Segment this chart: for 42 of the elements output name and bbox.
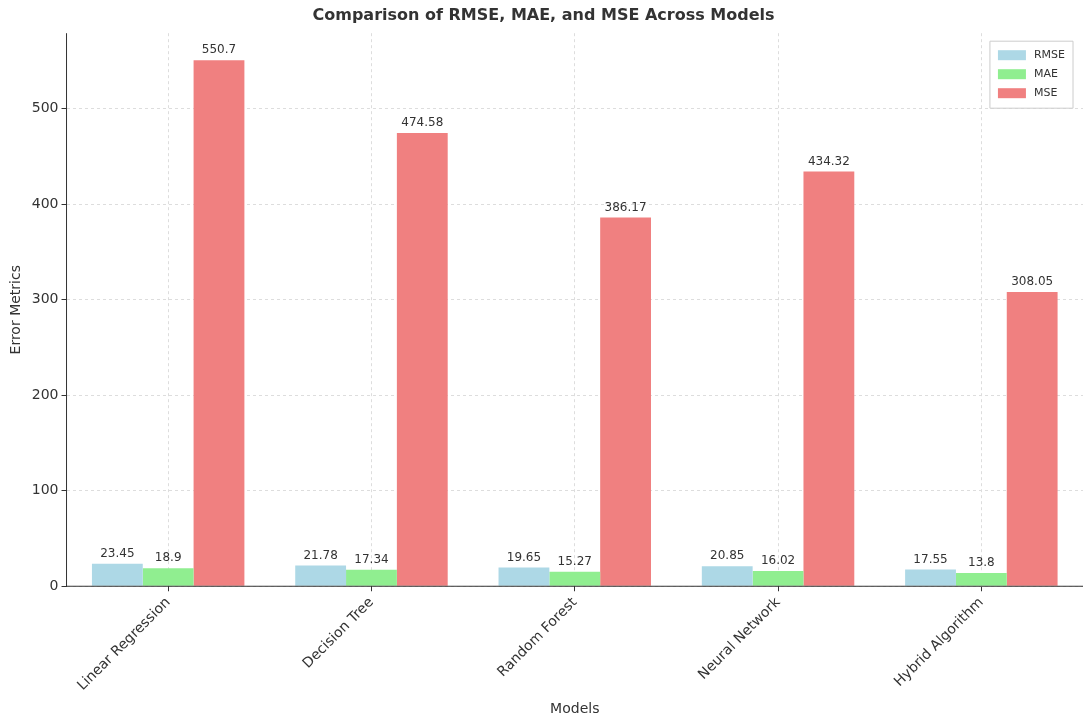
legend-label: MSE (1033, 86, 1058, 100)
data-label: 17.55 (913, 551, 948, 566)
legend-label: MAE (1033, 67, 1058, 81)
bar (803, 171, 855, 586)
data-label: 386.17 (604, 199, 647, 214)
bar (1006, 292, 1058, 586)
bar (142, 568, 194, 586)
bar (549, 571, 601, 586)
data-label: 15.27 (557, 553, 592, 568)
data-label: 23.45 (100, 545, 135, 560)
y-tick-label: 400 (31, 194, 59, 211)
bar (91, 563, 143, 586)
bar (498, 567, 550, 586)
data-label: 308.05 (1011, 274, 1054, 289)
data-label: 18.9 (154, 550, 182, 565)
y-tick-label: 200 (31, 385, 59, 402)
legend-label: RMSE (1033, 48, 1066, 62)
y-tick-label: 300 (31, 290, 59, 307)
y-tick-label: 0 (49, 576, 59, 593)
bar (396, 132, 448, 586)
chart-title: Comparison of RMSE, MAE, and MSE Across Models (312, 4, 775, 24)
data-label: 20.85 (710, 548, 745, 563)
bar (905, 569, 956, 586)
y-axis-title: Error Metrics (7, 265, 24, 355)
data-label: 16.02 (760, 553, 796, 568)
data-label: 550.7 (201, 42, 237, 57)
bar (193, 60, 245, 586)
y-tick-label: 500 (31, 99, 59, 116)
bar (752, 570, 804, 586)
bar (701, 566, 753, 586)
data-label: 17.34 (354, 551, 389, 566)
bar (346, 569, 397, 586)
data-label: 19.65 (506, 549, 542, 564)
bar (600, 217, 651, 586)
bar (955, 573, 1007, 586)
x-axis-title: Models (550, 700, 600, 717)
bar (295, 565, 347, 586)
data-label: 474.58 (401, 115, 444, 130)
data-label: 21.78 (303, 547, 338, 562)
data-label: 13.8 (967, 555, 995, 570)
data-label: 434.32 (807, 153, 850, 168)
y-tick-label: 100 (31, 481, 59, 498)
